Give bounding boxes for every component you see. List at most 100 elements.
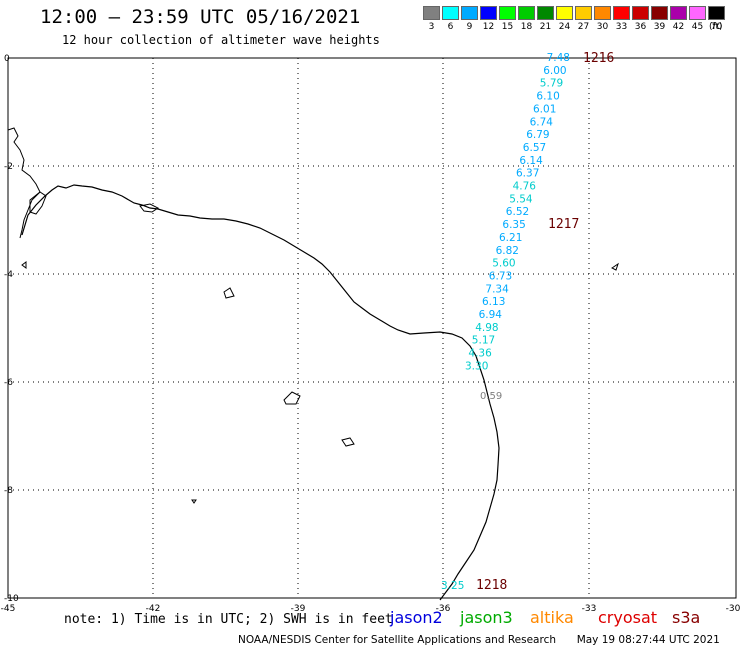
legend-label: 12 — [482, 22, 495, 32]
longitude-tick-label: -33 — [582, 604, 597, 614]
time-label: 1218 — [476, 578, 507, 593]
legend-label: 70 — [710, 22, 723, 32]
latitude-tick-label: -4 — [4, 270, 13, 280]
island — [283, 391, 301, 405]
longitude-tick-label: -45 — [1, 604, 16, 614]
footer-credit: NOAA/NESDIS Center for Satellite Applica… — [238, 634, 556, 646]
satellite-name: jason2 — [390, 608, 443, 627]
wave-height-value: 4.76 — [513, 181, 537, 193]
longitude-tick-label: -39 — [291, 604, 306, 614]
latitude-labels: 0 -2 -4 -6 -8 -10 — [4, 54, 19, 604]
grid-lines — [8, 57, 736, 598]
wave-height-value: 6.82 — [496, 245, 519, 257]
island — [191, 499, 197, 504]
legend-label: 39 — [653, 22, 666, 32]
wave-height-value: 6.21 — [499, 232, 522, 244]
longitude-tick-label: -42 — [146, 604, 161, 614]
wave-height-value: 7.48 — [547, 52, 570, 64]
legend-label: 21 — [539, 22, 552, 32]
legend-swatch — [575, 6, 592, 20]
map-subtitle: 12 hour collection of altimeter wave hei… — [62, 33, 380, 47]
wave-height-value: 6.00 — [543, 65, 566, 77]
wave-height-value: 5.60 — [492, 258, 515, 270]
wave-height-observations: 7.486.005.796.106.016.746.796.576.146.37… — [441, 52, 570, 592]
legend-label: 30 — [596, 22, 609, 32]
wave-height-value: 5.54 — [509, 193, 533, 205]
time-labels: 1216 1217 1218 — [476, 51, 614, 593]
legend-swatch — [594, 6, 611, 20]
coastal-island — [29, 191, 47, 215]
wave-height-value: 6.79 — [526, 129, 549, 141]
footer: NOAA/NESDIS Center for Satellite Applica… — [238, 634, 720, 646]
legend-swatch — [670, 6, 687, 20]
wave-height-value: 6.94 — [479, 309, 503, 321]
legend-label: 6 — [447, 22, 454, 32]
longitude-tick-label: -30 — [726, 604, 740, 614]
longitude-tick-label: -36 — [436, 604, 451, 614]
legend-swatch — [689, 6, 706, 20]
legend-label: 45 — [691, 22, 704, 32]
legend-label: 33 — [615, 22, 628, 32]
latitude-tick-label: -2 — [4, 162, 13, 172]
latitude-tick-label: 0 — [4, 54, 10, 64]
island — [223, 287, 235, 299]
latitude-tick-label: -6 — [4, 378, 13, 388]
legend-label: 24 — [558, 22, 571, 32]
wave-height-value: 5.17 — [472, 335, 495, 347]
time-label: 1217 — [548, 217, 579, 232]
legend-swatch — [632, 6, 649, 20]
legend-label: 9 — [466, 22, 473, 32]
legend-swatch — [518, 6, 535, 20]
legend-swatch — [613, 6, 630, 20]
wave-height-value: 6.74 — [530, 116, 554, 128]
wave-height-value: 6.57 — [523, 142, 546, 154]
wave-height-value: 5.79 — [540, 78, 563, 90]
coastline — [21, 184, 500, 601]
wave-height-value: 3.30 — [465, 360, 488, 372]
map-title: 12:00 – 23:59 UTC 05/16/2021 — [40, 6, 361, 28]
wave-height-value: 6.52 — [506, 206, 529, 218]
satellite-name: s3a — [672, 608, 701, 627]
legend-swatch — [461, 6, 478, 20]
coastal-island — [139, 203, 159, 213]
legend-swatch — [480, 6, 497, 20]
legend-label: 3 — [428, 22, 435, 32]
footer-timestamp: May 19 08:27:44 UTC 2021 — [576, 634, 720, 646]
note-text: note: 1) Time is in UTC; 2) SWH is in fe… — [64, 612, 393, 627]
legend-label: 27 — [577, 22, 590, 32]
satellite-name: cryosat — [598, 608, 658, 627]
legend-swatch — [423, 6, 440, 20]
wave-height-value: 7.34 — [485, 283, 509, 295]
wave-height-value: 6.73 — [489, 270, 512, 282]
northwest-coast — [7, 127, 41, 239]
wave-height-value: 6.01 — [533, 103, 556, 115]
wave-height-value: 4.36 — [468, 348, 492, 360]
latitude-tick-label: -10 — [4, 594, 19, 604]
island — [341, 437, 355, 447]
legend-swatch — [499, 6, 516, 20]
satellite-name: jason3 — [460, 608, 513, 627]
legend-swatch — [708, 6, 725, 20]
legend-swatch — [442, 6, 459, 20]
legend-label: 18 — [520, 22, 533, 32]
wave-height-value: 6.10 — [536, 91, 559, 103]
island — [21, 261, 27, 269]
wave-height-value: 3.25 — [441, 580, 464, 592]
wave-height-value: 6.35 — [502, 219, 525, 231]
legend-label: 42 — [672, 22, 685, 32]
wave-height-value: 4.98 — [475, 322, 498, 334]
satellite-name: altika — [530, 608, 574, 627]
wave-height-value: 6.37 — [516, 168, 539, 180]
wave-height-value: 0.59 — [480, 391, 502, 402]
legend-unit: (ft) — [709, 22, 723, 32]
legend-label: 15 — [501, 22, 514, 32]
island — [611, 262, 619, 271]
legend-label: 36 — [634, 22, 647, 32]
time-label: 1216 — [583, 51, 614, 66]
legend-swatch — [556, 6, 573, 20]
longitude-labels: -45 -42 -39 -36 -33 -30 — [1, 604, 740, 614]
legend-swatch — [537, 6, 554, 20]
color-legend: 3 6 9 12 15 18 21 24 27 30 33 36 39 42 45 70 — [423, 6, 729, 38]
